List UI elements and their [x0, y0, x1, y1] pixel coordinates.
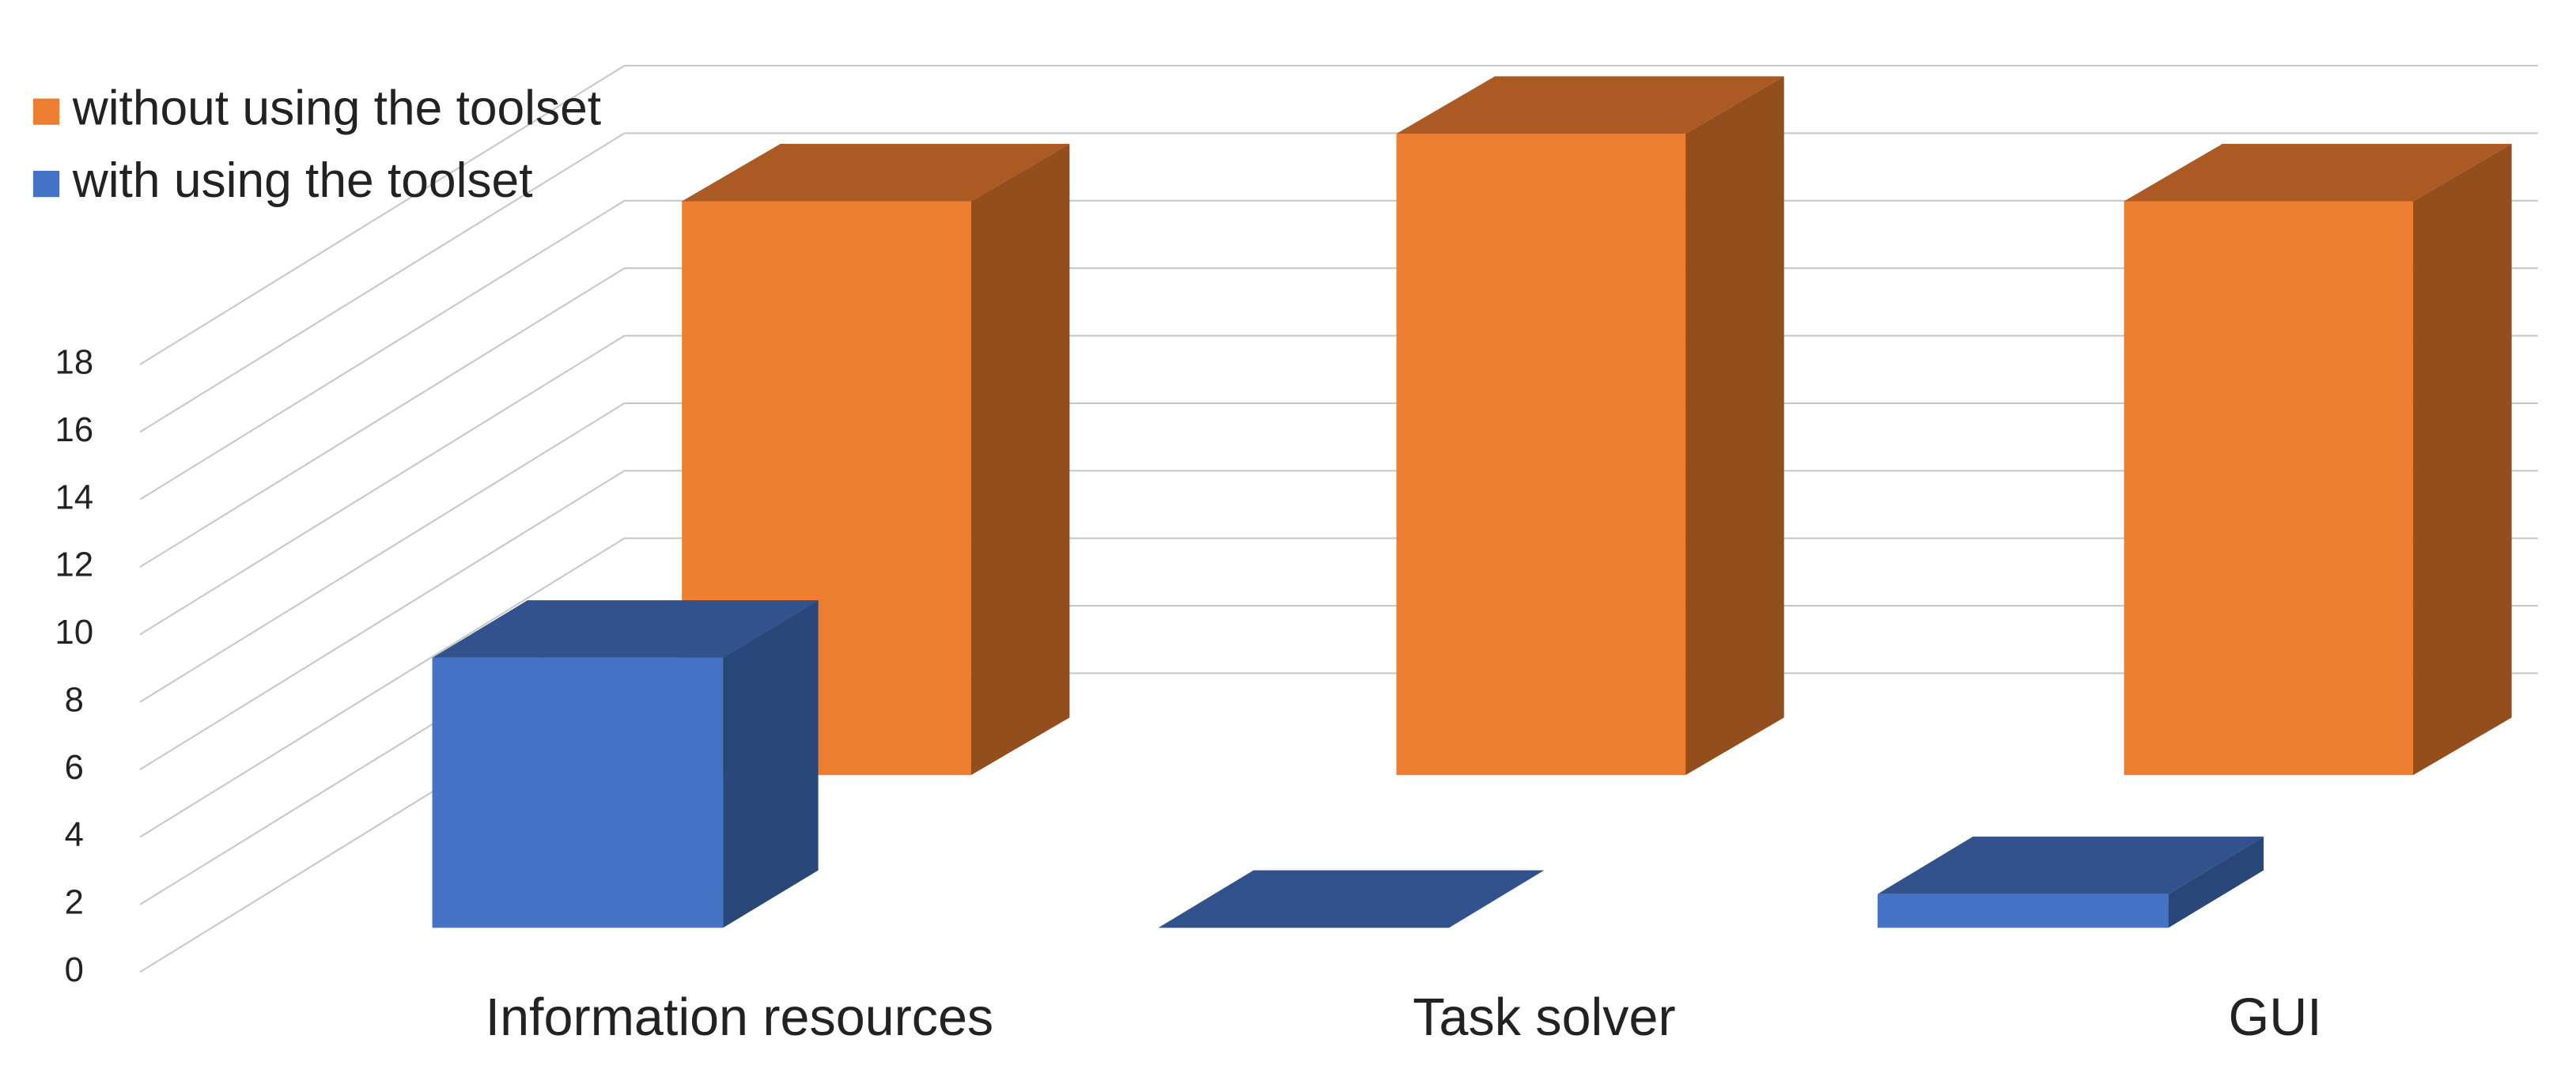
y-tick-label: 4 [65, 816, 84, 854]
bar [1878, 894, 2169, 928]
bar-top [2124, 143, 2512, 202]
bar-side [723, 600, 819, 928]
grid-line [139, 65, 626, 365]
x-tick-label: Task solver [1413, 988, 1675, 1047]
y-tick-label: 6 [65, 749, 84, 787]
bar [2124, 201, 2414, 776]
y-tick-label: 14 [55, 478, 94, 516]
y-tick-label: 8 [65, 681, 84, 719]
legend-swatch [32, 170, 60, 198]
bar-top [682, 143, 1070, 202]
bar-top [1878, 836, 2264, 894]
grid-line [139, 537, 626, 838]
grid-line [139, 132, 626, 433]
x-tick-label: GUI [2229, 988, 2322, 1047]
grid-line [139, 199, 626, 501]
legend-label: with using the toolset [72, 153, 533, 208]
bar-side [2168, 836, 2264, 928]
bar [432, 657, 724, 928]
grid-line [139, 267, 626, 569]
bar-top [432, 600, 819, 658]
bar-side [2413, 143, 2512, 776]
bar [1396, 134, 1686, 776]
bar-top [1158, 870, 1545, 928]
y-tick-label: 12 [55, 546, 94, 584]
y-tick-label: 0 [65, 951, 84, 989]
grid-line [139, 402, 626, 703]
bar-side [970, 143, 1070, 776]
y-tick-label: 16 [55, 411, 94, 449]
bar-top [1396, 76, 1784, 134]
legend-swatch [32, 98, 60, 125]
y-tick-label: 10 [55, 614, 94, 652]
grid-line [139, 470, 626, 771]
legend-label: without using the toolset [72, 81, 601, 136]
bar-side [1685, 76, 1784, 776]
y-tick-label: 2 [65, 884, 84, 922]
grid-line [139, 334, 626, 636]
y-tick-label: 18 [55, 344, 94, 382]
x-tick-label: Information resources [486, 988, 994, 1047]
